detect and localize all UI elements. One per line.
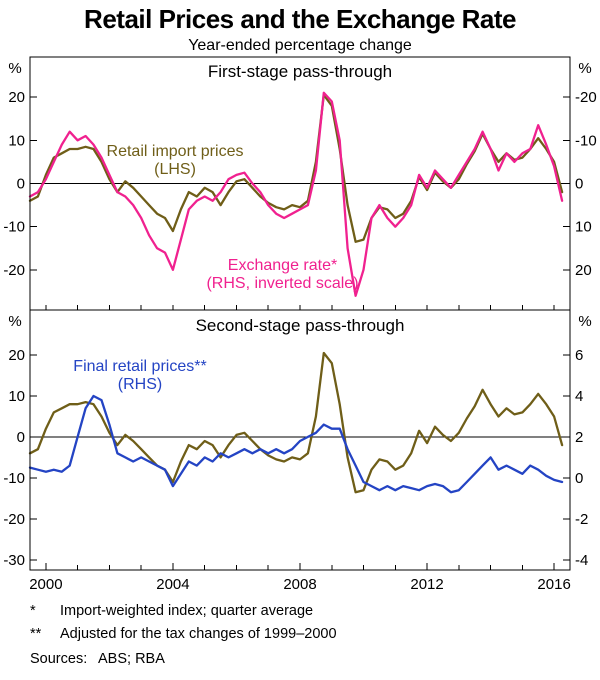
footnote: ** Adjusted for the tax changes of 1999–… [30,625,580,644]
panel2-title: Second-stage pass-through [195,316,405,335]
x-tick-label: 2016 [537,576,570,593]
y-tick-label-right: 20 [575,262,592,279]
chart-subtitle: Year-ended percentage change [188,37,412,54]
sources-label: Sources: [30,651,88,667]
unit-label-left: % [8,60,21,77]
unit-label-right: % [578,313,591,330]
x-tick-label: 2000 [29,576,62,593]
series-label-exchange-rate: Exchange rate* (RHS, inverted scale) [190,257,375,293]
y-tick-label-left: -20 [3,262,25,279]
y-tick-label-left: -30 [3,552,25,569]
x-tick-label: 2004 [156,576,189,593]
y-tick-label-right: -20 [575,89,597,106]
series-line-exchange-rate [28,91,564,297]
series-label-line: Final retail prices** [73,358,207,375]
plot-border [29,56,571,571]
y-tick-label-right: -2 [575,511,588,528]
series-label-line: (RHS, inverted scale) [206,275,359,292]
series-line-final-retail-prices [28,394,564,494]
series-label-line: Exchange rate* [227,257,338,274]
footnote: * Import-weighted index; quarter average [30,602,580,621]
footnote-marker: ** [30,626,42,642]
y-tick-label-right: 4 [575,388,583,405]
y-tick-label-left: -10 [3,219,25,236]
series-label-retail-import-prices: Retail import prices (LHS) [85,143,265,179]
series-label-final-retail-prices: Final retail prices** (RHS) [40,358,240,394]
sources-text: ABS; RBA [98,651,165,667]
y-tick-label-right: 0 [575,470,583,487]
y-tick-label-right: -10 [575,132,597,149]
y-tick-label-right: 0 [575,176,583,193]
series-label-line: (LHS) [154,161,196,178]
x-tick-label: 2008 [283,576,316,593]
footnote-text: Import-weighted index; quarter average [60,603,314,619]
unit-label-left: % [8,313,21,330]
x-tick-label: 2012 [410,576,443,593]
chart-title: Retail Prices and the Exchange Rate [84,4,516,34]
y-tick-label-left: -20 [3,511,25,528]
y-tick-label-left: 0 [17,429,25,446]
unit-label-right: % [578,60,591,77]
y-tick-label-left: 20 [8,347,25,364]
series-line-retail-import-prices [28,351,564,494]
y-tick-label-right: -4 [575,552,588,569]
y-tick-label-right: 2 [575,429,583,446]
y-tick-label-left: 10 [8,388,25,405]
y-tick-label-left: 0 [17,176,25,193]
panel1-title: First-stage pass-through [207,62,393,81]
y-tick-label-left: -10 [3,470,25,487]
footnote-text: Adjusted for the tax changes of 1999–200… [60,626,337,642]
y-tick-label-right: 10 [575,219,592,236]
footnote-marker: * [30,603,36,619]
y-tick-label-right: 6 [575,347,583,364]
sources-line: Sources: ABS; RBA [30,650,580,669]
y-tick-label-left: 20 [8,89,25,106]
series-label-line: Retail import prices [106,143,244,160]
series-label-line: (RHS) [117,376,163,393]
y-tick-label-left: 10 [8,132,25,149]
footnotes: * Import-weighted index; quarter average… [30,602,580,669]
